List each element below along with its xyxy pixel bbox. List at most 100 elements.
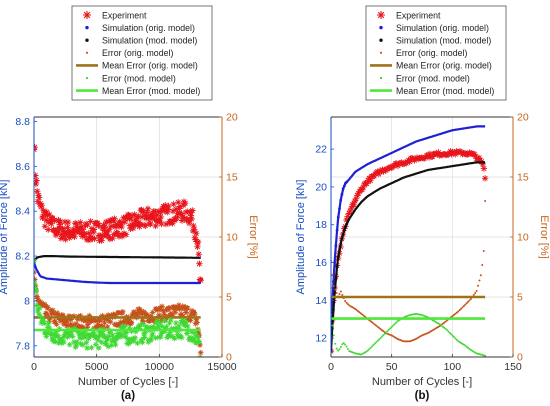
legend-box [365, 5, 507, 101]
sim_orig-point [339, 198, 343, 202]
err_mod-point [373, 342, 376, 345]
err_mod-point [376, 339, 379, 342]
err_mod-point [383, 332, 386, 335]
plot-content [331, 125, 489, 357]
err_orig-point [332, 284, 335, 287]
err_orig-point [468, 299, 471, 302]
left-y-tick-label: 22 [315, 144, 327, 156]
legend-star-icon [377, 11, 385, 19]
right-y-tick-label: 15 [517, 172, 529, 184]
right-y-tick-label: 10 [226, 232, 238, 244]
series-experiment [34, 143, 204, 284]
err_orig-point [484, 200, 487, 202]
right-y-tick-label: 5 [517, 292, 523, 304]
err_mod-point [468, 348, 471, 351]
sim_orig-point [342, 184, 346, 188]
sim_orig-point [341, 187, 345, 191]
err_orig-point [457, 310, 460, 313]
err_mod-point [389, 327, 392, 330]
err_mod-point [441, 325, 444, 328]
err_orig-point [376, 325, 379, 328]
left-y-tick-label: 7.8 [15, 340, 30, 352]
series-experiment [331, 148, 489, 355]
right-y-tick-label: 15 [226, 172, 238, 184]
legend-star-icon [83, 11, 91, 19]
err_mod-point [378, 338, 381, 341]
err_orig-point [479, 274, 482, 277]
err_orig-point [451, 315, 454, 318]
err_mod-point [392, 324, 395, 327]
left-y-tick-label: 14 [315, 295, 327, 307]
err_mod-point [345, 345, 348, 348]
err_orig-point [358, 311, 361, 314]
sim_orig-line [34, 262, 201, 285]
err_mod-point [379, 337, 382, 340]
err_orig-point [482, 249, 485, 252]
legend-entry-label: Mean Error (orig. model) [102, 61, 198, 71]
err_mod-point [335, 347, 338, 350]
legend: Experiment Simulation (orig. model) Simula… [71, 5, 213, 101]
sim_orig-point [334, 244, 338, 247]
err_orig-point [478, 279, 481, 282]
legend-entry-label: Error (orig. model) [102, 48, 173, 58]
x-axis-label: Number of Cycles [-] [372, 376, 472, 388]
panel-a: 0 5000 10000 15000 7.8 8 8.2 8.4 8.6 8.8 0 5 10 15 20 N… [0, 5, 259, 402]
err_mod-point [393, 323, 396, 326]
sim_mod-point [331, 327, 334, 331]
legend-entry-label: Error (orig. model) [396, 48, 467, 58]
legend-dot-icon [379, 25, 383, 30]
legend-dot-icon [85, 25, 89, 30]
panel-label: (b) [415, 390, 430, 402]
err_orig-point [339, 290, 342, 293]
err_orig-point [361, 313, 364, 316]
legend-entry-label: Simulation (mod. model) [396, 36, 491, 46]
left-y-tick-label: 8.6 [15, 161, 30, 173]
left-y-axis-label: Amplitude of Force [kN] [295, 180, 307, 295]
err_mod-point [443, 326, 446, 329]
x-tick-label: 50 [386, 361, 398, 373]
err_mod-point [395, 321, 398, 324]
err_mod-point [390, 325, 393, 328]
left-y-tick-label: 8.8 [15, 116, 30, 128]
err_orig-point [354, 307, 357, 310]
sim_mod-point [345, 222, 349, 226]
err_orig-point [341, 293, 344, 296]
err_mod-point [369, 346, 372, 349]
legend-entry-label: Simulation (orig. model) [102, 23, 195, 33]
err_orig-point [363, 315, 366, 318]
err_mod-point [346, 347, 349, 350]
err_mod-point [341, 343, 344, 346]
err_orig-point [359, 312, 362, 315]
legend-entry-label: Mean Error (mod. model) [102, 86, 200, 96]
err_mod-point [375, 341, 378, 344]
err_mod-point [338, 348, 341, 351]
sim_mod-point [336, 255, 340, 259]
experiment-markers [34, 143, 204, 284]
err_orig-point [379, 327, 382, 330]
legend-dot-icon [379, 51, 383, 54]
err_mod-point [454, 337, 457, 340]
err_mod-point [465, 345, 468, 348]
err_orig-point [338, 293, 341, 296]
legend-dot-icon [85, 38, 89, 42]
err_mod-point [448, 331, 451, 334]
left-y-tick-label: 16 [315, 257, 327, 269]
err_mod-point [438, 323, 441, 326]
x-axis-label: Number of Cycles [-] [78, 376, 178, 388]
series-sim_mod [331, 161, 486, 353]
x-tick-label: 150 [504, 361, 522, 373]
err_mod-point [386, 330, 389, 333]
err_orig-point [460, 307, 463, 310]
err_mod-point [440, 324, 443, 327]
err_orig-point [441, 322, 444, 325]
sim_mod-point [335, 264, 339, 268]
legend-box [71, 5, 213, 101]
err_orig-point [382, 330, 385, 333]
sim_orig-point [345, 180, 349, 184]
err_orig-point [477, 284, 480, 287]
right-y-tick-label: 0 [226, 352, 232, 364]
err_orig-point [406, 340, 409, 343]
sim_orig-point [332, 280, 335, 283]
series-sim_orig [34, 262, 201, 285]
